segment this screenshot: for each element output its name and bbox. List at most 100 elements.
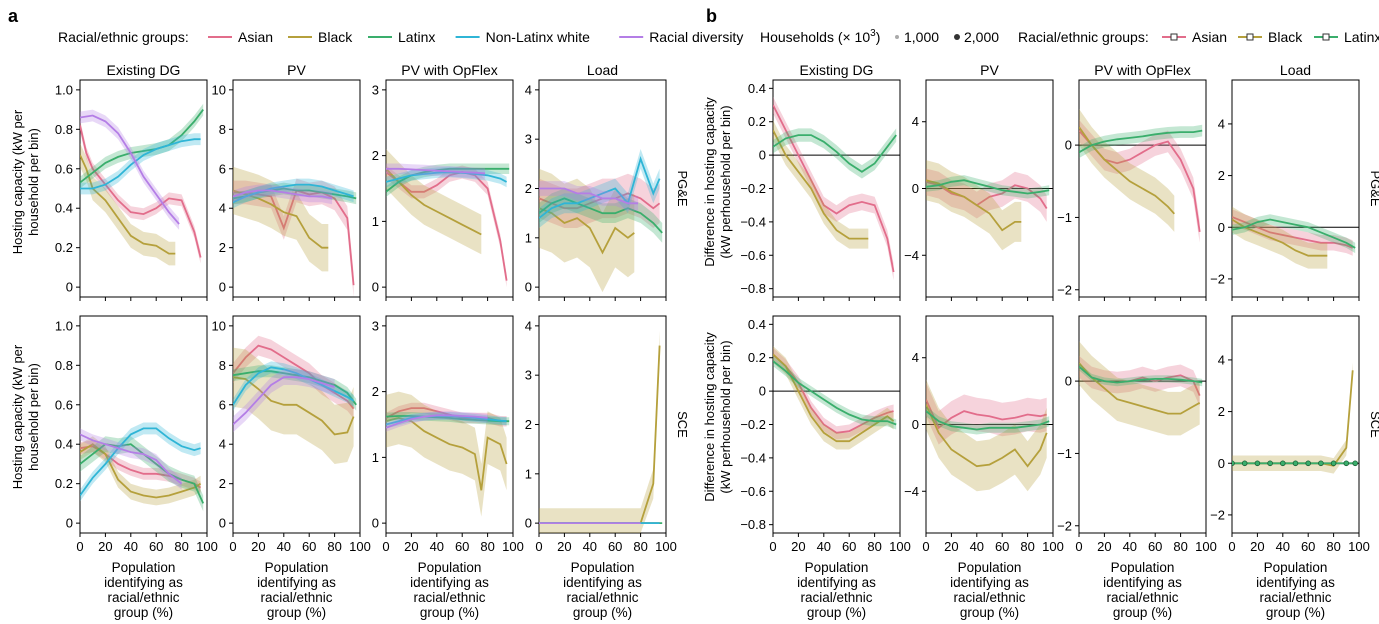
plot-area [539, 330, 663, 533]
x-tick-label: 60 [302, 539, 316, 554]
panel-b-size-legend: 1,000 2,000 [895, 29, 999, 45]
x-tick-label: 60 [995, 539, 1009, 554]
y-tick-label: 0.6 [55, 161, 73, 176]
x-tick-label: 20 [251, 539, 265, 554]
series-black [773, 120, 869, 249]
x-tick-label: 80 [633, 539, 647, 554]
series-black [233, 347, 355, 464]
panel-frame [772, 79, 901, 298]
confidence-band [233, 361, 354, 411]
series-latinx [233, 365, 357, 411]
plot-area [1079, 108, 1206, 243]
y-tick-label: 3 [525, 132, 532, 147]
series-line [80, 109, 204, 184]
svg-text:Difference in hosting capacity: Difference in hosting capacity [702, 332, 717, 502]
panel-b-legend-title: Racial/ethnic groups: [1018, 29, 1149, 45]
y-tick-label: 0 [525, 280, 532, 295]
y-tick-label: 0 [525, 516, 532, 531]
confidence-band [233, 184, 333, 205]
y-tick-label: 1 [525, 230, 532, 245]
plot-area [233, 335, 357, 464]
y-tick-label: 0.2 [55, 476, 73, 491]
y-tick-label: 1 [372, 450, 379, 465]
legend-item-black: Black [288, 29, 353, 45]
y-tick-label: 0.8 [55, 358, 73, 373]
plot-area [926, 160, 1053, 251]
x-axis-title-line: identifying as [1256, 575, 1335, 590]
y-tick-label: 2 [525, 181, 532, 196]
x-tick-label: 40 [1123, 539, 1137, 554]
x-tick-label: 0 [76, 539, 83, 554]
y-tick-label: 0 [66, 516, 73, 531]
series-line [386, 167, 510, 193]
col-title-pv-with-opflex: PV with OpFlex [1094, 62, 1190, 78]
y-tick-label: 1.0 [55, 318, 73, 333]
panel-b-ylabel-top: Difference in hosting capacity (kW perho… [702, 97, 733, 267]
x-tick-label: 100 [889, 539, 911, 554]
series-line [539, 207, 635, 255]
y-tick-label: 0.4 [748, 317, 766, 332]
panel-frame [1078, 315, 1207, 534]
y-tick-label: 4 [525, 318, 532, 333]
x-axis-title-line: racial/ethnic [260, 590, 332, 605]
series-line [926, 410, 1050, 431]
x-axis-title-line: identifying as [104, 575, 183, 590]
series-line [386, 167, 486, 175]
confidence-band [1079, 119, 1200, 243]
y-tick-label: 0.6 [55, 397, 73, 412]
x-tick-label: 80 [480, 539, 494, 554]
series-latinx [386, 412, 510, 426]
confidence-band [80, 133, 201, 195]
x-tick-label: 80 [1326, 539, 1340, 554]
facet-panels: 00.20.40.60.81.0024681001230123400.20.40… [55, 79, 1370, 554]
x-axis-title-line: group (%) [960, 605, 1019, 620]
series-line [1079, 365, 1203, 384]
series-black [926, 379, 1048, 492]
series-racial-diversity [386, 163, 486, 179]
plot-area [539, 149, 663, 293]
series-line [386, 415, 510, 423]
x-axis-title-line: group (%) [573, 605, 632, 620]
x-tick-label: 40 [817, 539, 831, 554]
confidence-band [773, 346, 894, 450]
svg-text:household per bin): household per bin) [26, 128, 41, 236]
x-axis-title-line: identifying as [1103, 575, 1182, 590]
y-tick-label: 2 [219, 476, 226, 491]
data-point [1318, 460, 1324, 467]
y-tick-label: 3 [525, 368, 532, 383]
col-title-pv: PV [287, 62, 306, 78]
legend-label: Latinx [398, 29, 435, 45]
series-line [926, 179, 1022, 232]
series-line [926, 404, 1048, 468]
y-tick-label: −0.6 [740, 484, 766, 499]
panel-a-ylabel-bottom: Hosting capacity (kW per household per b… [10, 344, 41, 489]
series-line [926, 399, 1047, 430]
confidence-band [1079, 355, 1200, 407]
series-racial-diversity [233, 369, 335, 433]
y-tick-label: −2 [1210, 271, 1225, 286]
y-tick-label: 0.2 [748, 114, 766, 129]
panel-a-sce-pv-with-opflex: 0 1 2 3 0 20 40 60 80 100 [372, 315, 524, 554]
y-tick-label: 4 [525, 82, 532, 97]
panel-b-legend: Asian Black Latinx [1162, 29, 1379, 45]
x-tick-label: 40 [970, 539, 984, 554]
x-axis-title-line: Population [1264, 560, 1328, 575]
y-tick-label: 4 [1218, 352, 1225, 367]
confidence-band [233, 369, 335, 433]
confidence-band [80, 436, 204, 512]
plot-area [386, 149, 510, 288]
col-title-pv-with-opflex: PV with OpFlex [401, 62, 497, 78]
x-axis-title-line: racial/ethnic [1106, 590, 1178, 605]
x-axis-title-line: identifying as [257, 575, 336, 590]
series-black [1079, 108, 1175, 232]
legend-item-asian: Asian [208, 29, 273, 45]
panel-a-sce-existing-dg: 0 0.2 0.4 0.6 0.8 1.0 0 20 40 60 80 100 [55, 315, 218, 554]
confidence-band [386, 391, 507, 517]
series-racial-diversity [80, 428, 183, 490]
x-tick-label: 40 [124, 539, 138, 554]
x-axis-title-line: Population [418, 560, 482, 575]
panel-b-sce-pv-with-opflex: −2 −1 0 0 20 40 60 80 100 [1057, 315, 1217, 554]
confidence-band [1232, 209, 1353, 256]
